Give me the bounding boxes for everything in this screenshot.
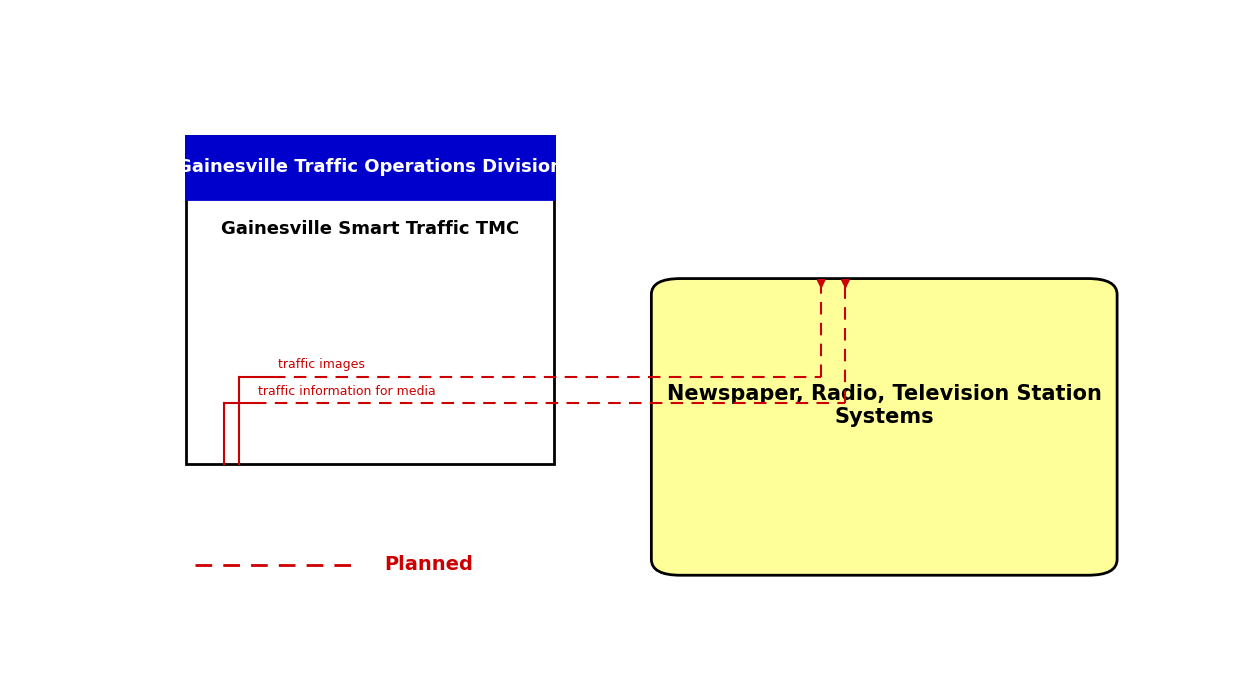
Text: Newspaper, Radio, Television Station
Systems: Newspaper, Radio, Television Station Sys… <box>667 384 1102 427</box>
Text: Gainesville Traffic Operations Division: Gainesville Traffic Operations Division <box>177 158 563 176</box>
FancyBboxPatch shape <box>185 136 555 464</box>
Text: Planned: Planned <box>384 555 473 574</box>
FancyBboxPatch shape <box>185 136 555 199</box>
Text: traffic information for media: traffic information for media <box>258 385 436 398</box>
FancyBboxPatch shape <box>651 279 1117 575</box>
Text: traffic images: traffic images <box>278 358 364 372</box>
Text: Gainesville Smart Traffic TMC: Gainesville Smart Traffic TMC <box>220 220 520 238</box>
